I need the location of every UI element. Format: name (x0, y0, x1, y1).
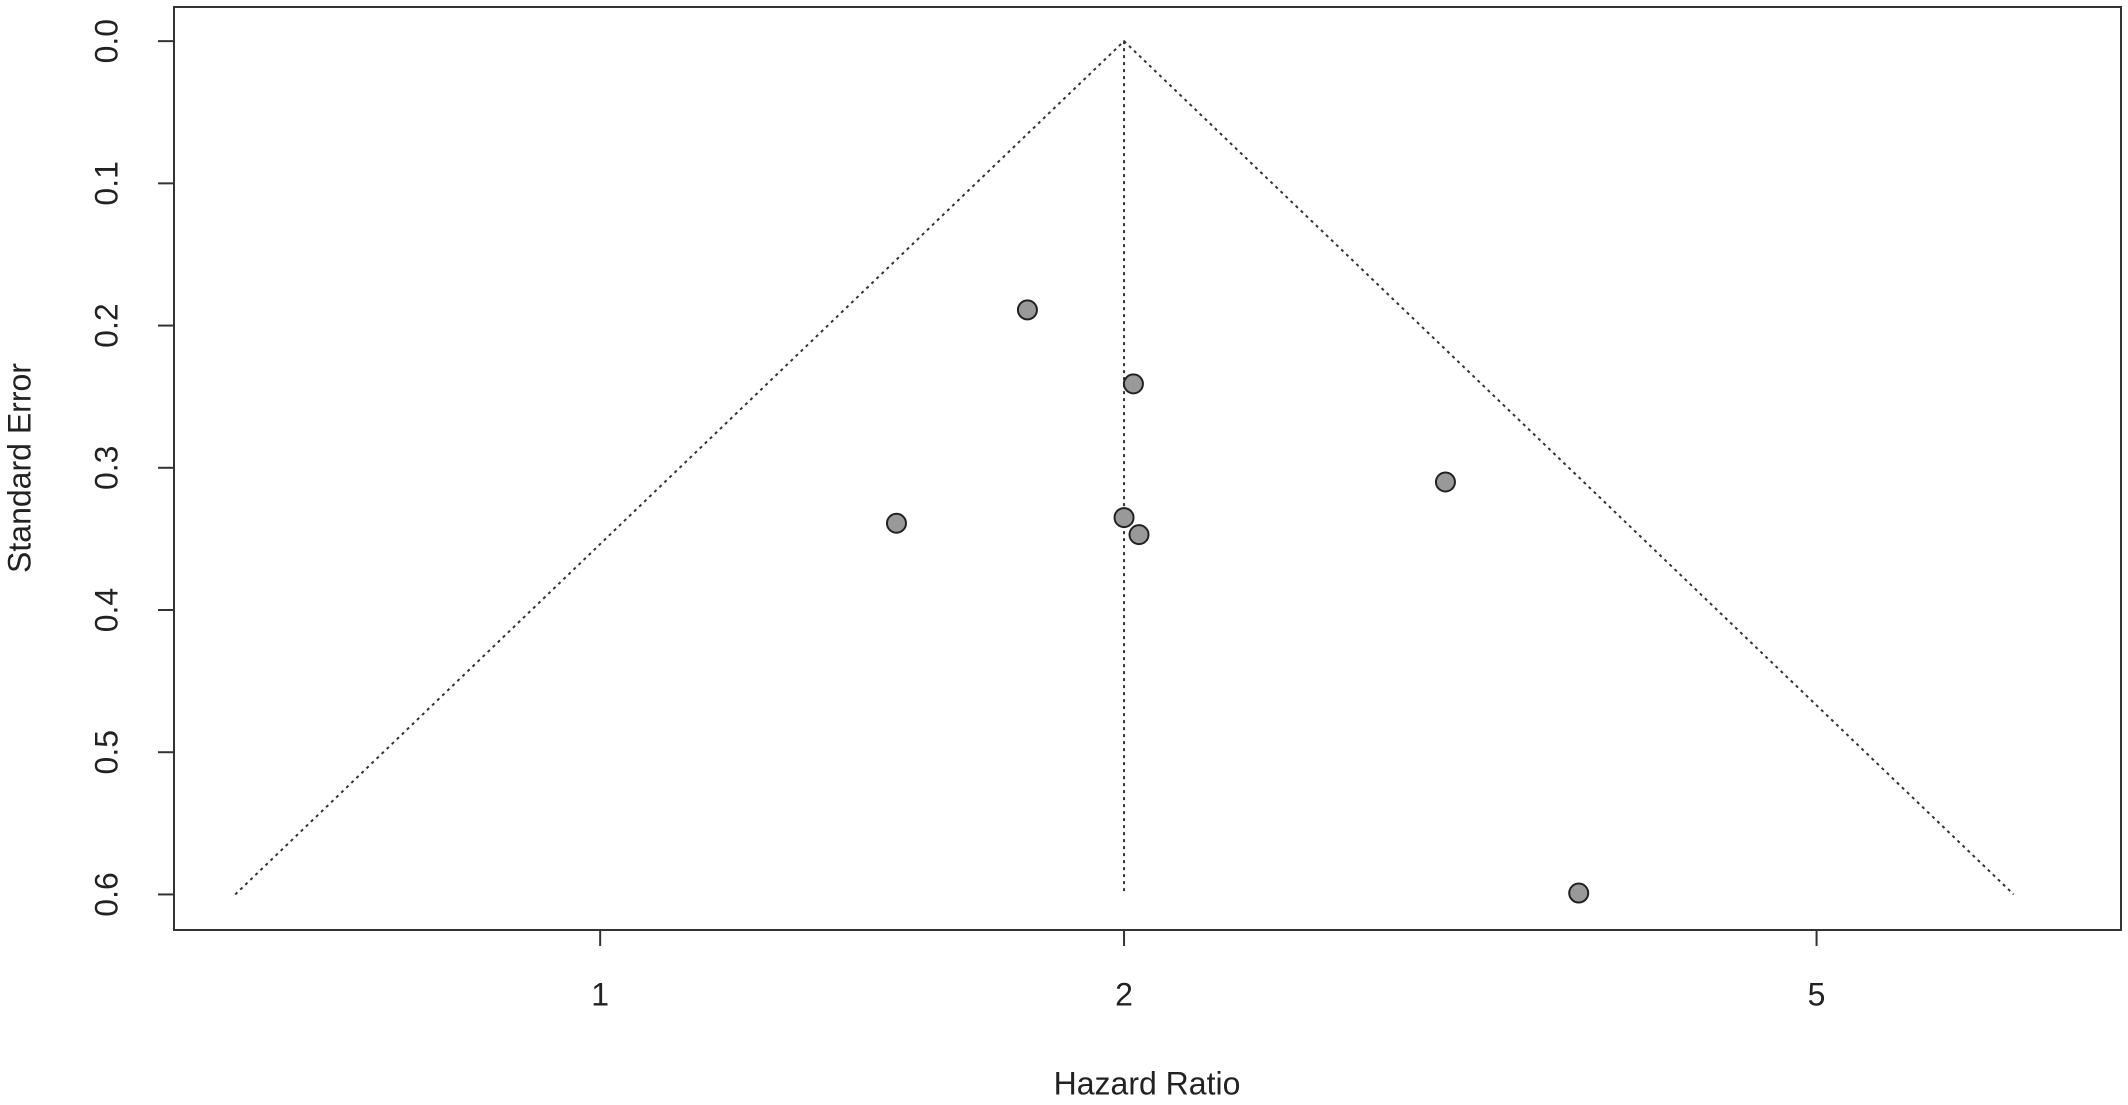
study-point (1016, 299, 1038, 321)
x-tick-label: 1 (591, 976, 609, 1012)
study-point (885, 512, 907, 534)
y-tick-label: 0.2 (88, 303, 124, 347)
y-tick-label: 0.3 (88, 446, 124, 490)
study-point (1122, 373, 1144, 395)
y-axis-label: Standard Error (1, 363, 37, 573)
y-tick-label: 0.6 (88, 872, 124, 916)
study-point (1568, 882, 1590, 904)
y-tick-label: 0.4 (88, 588, 124, 632)
x-axis-label: Hazard Ratio (1054, 1065, 1241, 1101)
y-tick-label: 0.0 (88, 19, 124, 63)
y-tick-label: 0.5 (88, 730, 124, 774)
study-point (1128, 524, 1150, 546)
y-tick-label: 0.1 (88, 161, 124, 205)
funnel-line (234, 39, 2015, 896)
x-tick-label: 5 (1808, 976, 1826, 1012)
plot-frame (173, 6, 2122, 931)
study-point (1434, 471, 1456, 493)
x-tick-label: 2 (1115, 976, 1133, 1012)
study-point (1113, 507, 1135, 529)
